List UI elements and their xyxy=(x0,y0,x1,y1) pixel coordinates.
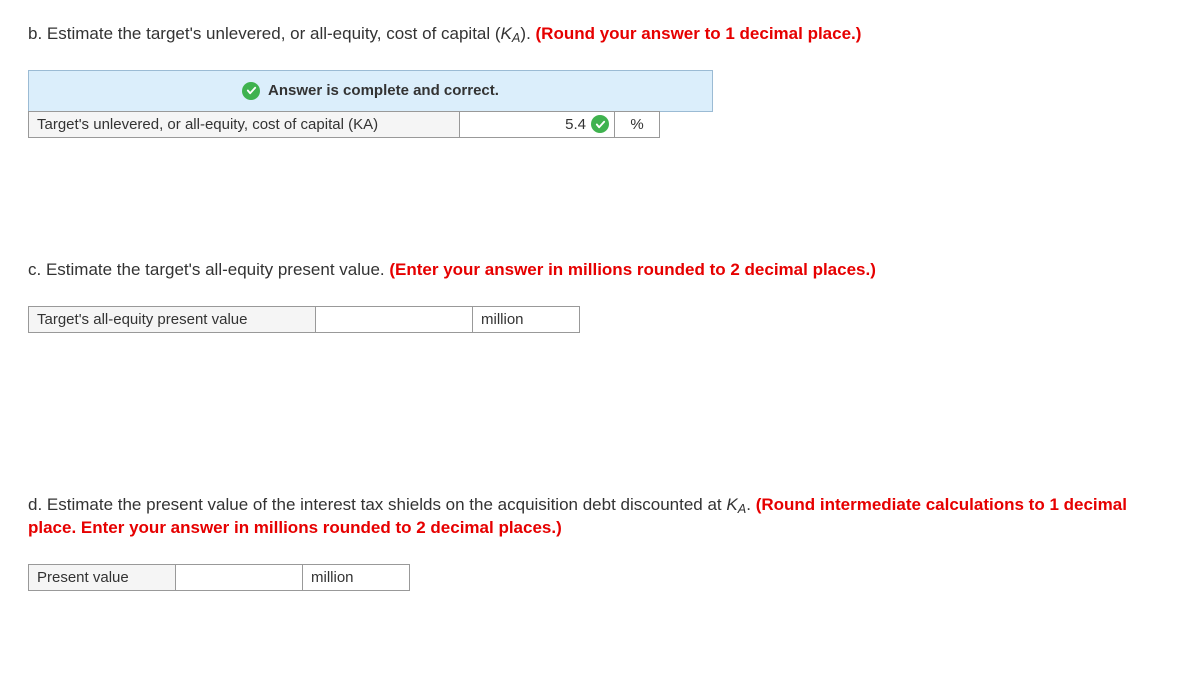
question-b-prefix: b. Estimate the target's unlevered, or a… xyxy=(28,24,501,43)
c-row-label: Target's all-equity present value xyxy=(29,306,316,332)
question-d-after: . xyxy=(746,495,755,514)
question-d-prefix: d. Estimate the present value of the int… xyxy=(28,495,726,514)
ka-symbol-k: K xyxy=(501,24,512,43)
question-c-table: Target's all-equity present value millio… xyxy=(28,306,580,333)
question-b-text: b. Estimate the target's unlevered, or a… xyxy=(28,22,1172,46)
check-icon xyxy=(242,82,260,100)
c-value-cell[interactable] xyxy=(316,306,473,332)
question-b-banner: Answer is complete and correct. xyxy=(28,70,713,112)
question-d-table: Present value million xyxy=(28,564,410,591)
question-d-text: d. Estimate the present value of the int… xyxy=(28,493,1172,541)
question-c-instruction: (Enter your answer in millions rounded t… xyxy=(389,260,876,279)
d-row-label: Present value xyxy=(29,565,176,591)
question-b-instruction: (Round your answer to 1 decimal place.) xyxy=(536,24,862,43)
question-b-table: Target's unlevered, or all-equity, cost … xyxy=(28,111,660,138)
banner-text: Answer is complete and correct. xyxy=(268,82,499,99)
question-c-prefix: c. Estimate the target's all-equity pres… xyxy=(28,260,389,279)
question-b-after: ). xyxy=(520,24,535,43)
question-c-text: c. Estimate the target's all-equity pres… xyxy=(28,258,1172,282)
b-value: 5.4 xyxy=(565,116,586,133)
ka2-symbol-a: A xyxy=(738,501,747,516)
c-unit: million xyxy=(473,306,580,332)
b-row-label: Target's unlevered, or all-equity, cost … xyxy=(29,111,460,137)
b-unit: % xyxy=(615,111,660,137)
d-value-cell[interactable] xyxy=(176,565,303,591)
ka2-symbol-k: K xyxy=(726,495,737,514)
check-icon xyxy=(591,115,609,133)
b-value-cell[interactable]: 5.4 xyxy=(460,111,615,137)
ka-symbol-a: A xyxy=(512,30,521,45)
d-unit: million xyxy=(303,565,410,591)
